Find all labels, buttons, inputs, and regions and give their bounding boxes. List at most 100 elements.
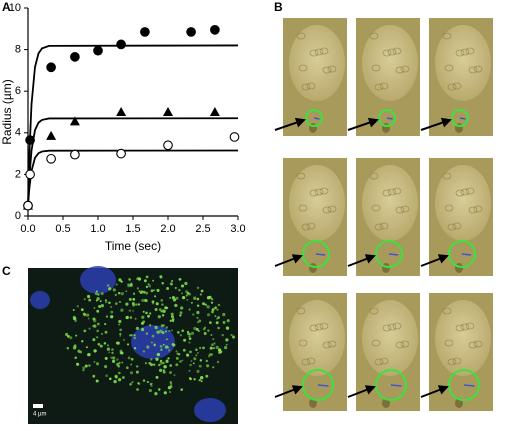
texture xyxy=(327,340,337,348)
texture xyxy=(369,307,379,315)
vesicle xyxy=(176,331,180,334)
vesicle xyxy=(134,317,137,320)
data-point xyxy=(209,107,220,116)
texture xyxy=(314,188,324,196)
texture xyxy=(395,206,405,214)
vesicle xyxy=(93,360,96,363)
vesicle xyxy=(142,379,146,382)
vesicle xyxy=(115,283,118,286)
vesicle xyxy=(164,330,167,333)
vesicle xyxy=(147,314,150,318)
vesicle xyxy=(150,363,153,367)
data-point xyxy=(70,52,80,62)
vesicle xyxy=(153,289,155,292)
vesicle xyxy=(160,348,163,351)
vesicle xyxy=(200,289,204,293)
vesicle xyxy=(72,309,75,311)
vesicle xyxy=(195,348,198,351)
vesicle xyxy=(142,290,146,294)
vesicle xyxy=(206,305,210,309)
vesicle xyxy=(179,314,182,317)
tracking-circle xyxy=(448,369,480,401)
vesicle xyxy=(131,302,135,305)
vector xyxy=(388,253,399,256)
texture xyxy=(327,205,337,213)
vesicle xyxy=(165,338,168,341)
vesicle xyxy=(114,302,118,305)
tracking-circle xyxy=(375,240,403,268)
vector xyxy=(317,384,329,387)
texture xyxy=(442,32,452,40)
vesicle xyxy=(209,321,212,324)
vesicle xyxy=(144,362,147,365)
data-point xyxy=(46,153,56,164)
x-tick-label: 1.0 xyxy=(90,223,105,235)
cell xyxy=(435,300,491,376)
vesicle xyxy=(104,356,108,360)
texture xyxy=(465,187,475,195)
vector xyxy=(461,253,472,256)
vesicle xyxy=(211,308,215,311)
tracking-circle xyxy=(451,109,469,127)
vesicle xyxy=(141,298,145,302)
texture xyxy=(395,66,405,74)
vesicle xyxy=(150,341,153,344)
vesicle xyxy=(186,298,189,301)
texture xyxy=(306,357,316,365)
vesicle xyxy=(164,306,167,310)
vesicle xyxy=(210,301,214,304)
vesicle xyxy=(143,279,147,283)
vesicle xyxy=(119,300,121,303)
vesicle xyxy=(182,348,186,352)
vesicle xyxy=(108,301,111,305)
vesicle xyxy=(178,288,181,292)
vesicle xyxy=(193,357,197,361)
vesicle xyxy=(155,375,159,379)
vesicle xyxy=(195,327,199,331)
vesicle xyxy=(142,310,145,313)
vesicle xyxy=(126,343,130,346)
vesicle xyxy=(96,329,99,333)
vesicle xyxy=(117,291,121,295)
vesicle xyxy=(164,345,169,349)
vesicle xyxy=(159,329,163,333)
vesicle xyxy=(141,321,144,325)
vesicle xyxy=(171,297,175,300)
texture xyxy=(369,172,379,180)
data-point xyxy=(229,132,240,142)
vesicle xyxy=(94,291,99,296)
vesicle xyxy=(175,296,179,300)
data-point xyxy=(140,27,150,37)
vesicle xyxy=(206,364,210,368)
vesicle xyxy=(93,307,96,309)
cell xyxy=(435,165,491,241)
vesicle xyxy=(163,391,167,395)
vesicle xyxy=(145,291,149,295)
texture xyxy=(447,83,457,91)
texture xyxy=(444,64,454,72)
vesicle xyxy=(95,290,98,293)
vesicle xyxy=(193,378,196,381)
vesicle xyxy=(155,302,159,306)
vesicle xyxy=(133,336,137,340)
vesicle xyxy=(207,355,211,358)
vesicle xyxy=(184,281,188,286)
vesicle xyxy=(193,326,197,331)
data-point xyxy=(116,148,126,159)
vesicle xyxy=(171,318,175,321)
vesicle xyxy=(225,343,228,346)
vesicle xyxy=(119,328,123,332)
vesicle xyxy=(202,346,205,350)
texture xyxy=(395,341,405,349)
texture xyxy=(455,324,465,332)
vesicle xyxy=(150,358,153,361)
vesicle xyxy=(104,323,107,326)
vesicle xyxy=(152,279,155,282)
vesicle xyxy=(230,333,233,337)
cell xyxy=(289,25,345,101)
vesicle xyxy=(116,341,120,345)
vesicle xyxy=(135,303,138,306)
data-point xyxy=(93,45,103,56)
vesicle xyxy=(169,384,173,389)
